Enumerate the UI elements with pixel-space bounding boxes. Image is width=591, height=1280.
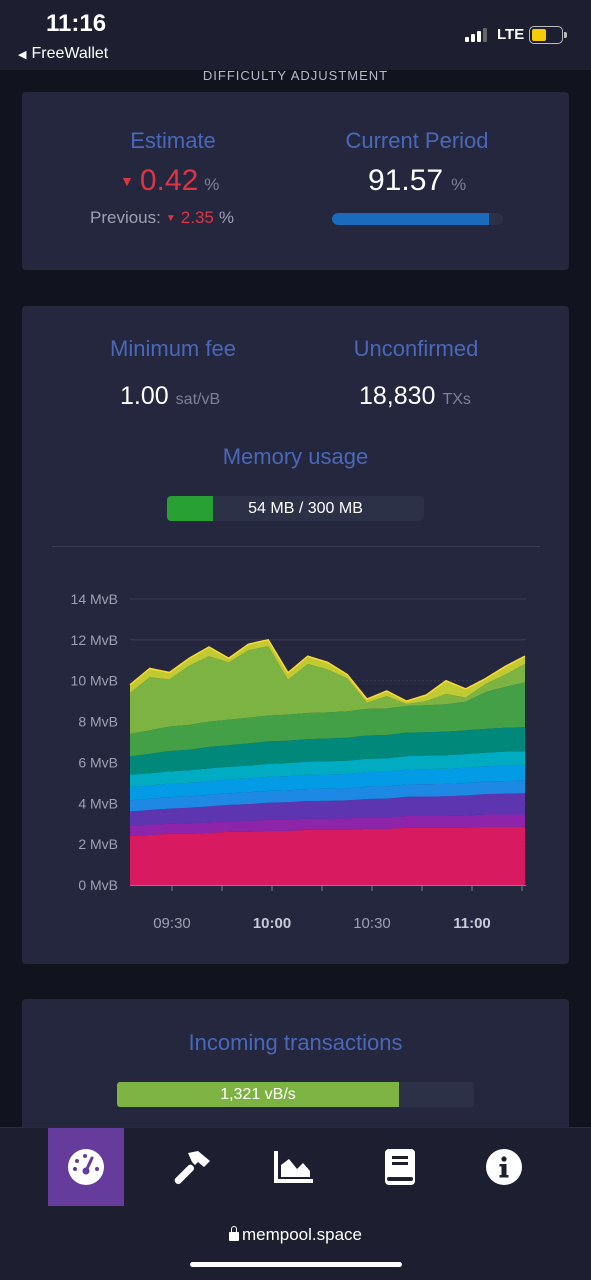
graphs-area-chart-icon xyxy=(274,1151,313,1183)
previous-adjustment: Previous: ▼ 2.35 % xyxy=(90,208,234,228)
y-tick-label: 14 MvB xyxy=(71,591,118,607)
caret-down-icon: ▼ xyxy=(165,213,176,224)
previous-value: 2.35 xyxy=(180,208,214,227)
network-type: LTE xyxy=(497,26,525,43)
nav-mining[interactable] xyxy=(152,1128,228,1206)
y-tick-label: 6 MvB xyxy=(78,754,118,770)
difficulty-adjustment-card: Estimate ▼ 0.42 % Previous: ▼ 2.35 % Cur… xyxy=(22,92,569,270)
estimate-label: Estimate xyxy=(130,128,216,153)
unconfirmed-number: 18,830 xyxy=(359,382,436,410)
unconfirmed-value: 18,830 TXs xyxy=(359,382,471,411)
series-area-2 xyxy=(130,793,525,826)
series-area-0 xyxy=(130,826,525,885)
incoming-transactions-bar: 1,321 vB/s xyxy=(117,1082,474,1107)
nav-about[interactable] xyxy=(466,1128,542,1206)
estimate-number: 0.42 xyxy=(139,164,199,197)
y-tick-label: 4 MvB xyxy=(78,795,118,811)
current-period-progress-fill xyxy=(332,213,489,225)
series-area-4 xyxy=(130,765,525,801)
minimum-fee-unit: sat/vB xyxy=(175,391,221,408)
memory-usage-text: 54 MB / 300 MB xyxy=(248,500,363,517)
current-period-label: Current Period xyxy=(345,128,489,153)
back-triangle-icon: ◀ xyxy=(18,48,27,61)
previous-unit: % xyxy=(218,208,234,227)
y-tick-label: 12 MvB xyxy=(71,632,118,648)
status-time: 11:16 xyxy=(46,10,107,37)
current-period-progress-bar xyxy=(332,213,503,225)
current-period-number: 91.57 xyxy=(368,164,444,197)
about-info-icon xyxy=(486,1149,522,1185)
battery-icon xyxy=(529,26,567,44)
lock-icon xyxy=(228,1226,239,1241)
incoming-transactions-label: Incoming transactions xyxy=(188,1030,403,1055)
series-area-6 xyxy=(130,727,525,775)
x-tick-label: 09:30 xyxy=(153,915,191,932)
cellular-signal-icon xyxy=(465,28,487,42)
difficulty-heading: DIFFICULTY ADJUSTMENT xyxy=(202,68,389,83)
series-area-8 xyxy=(130,646,525,734)
address-text[interactable]: mempool.space xyxy=(0,1225,591,1245)
mining-hammer-icon xyxy=(174,1151,210,1185)
minimum-fee-label: Minimum fee xyxy=(110,336,236,361)
unconfirmed-unit: TXs xyxy=(442,391,471,408)
x-tick-label: 10:00 xyxy=(253,915,291,932)
nav-docs[interactable] xyxy=(362,1128,438,1206)
series-area-7 xyxy=(130,682,525,757)
dashboard-gauge-icon xyxy=(68,1149,104,1185)
ios-status-bar: 11:16 ◀ FreeWallet LTE xyxy=(0,0,591,70)
total-line xyxy=(129,639,526,702)
caret-down-icon: ▼ xyxy=(120,173,134,189)
incoming-transactions-value: 1,321 vB/s xyxy=(220,1086,296,1103)
nav-graphs[interactable] xyxy=(256,1128,332,1206)
memory-usage-bar: 54 MB / 300 MB xyxy=(167,496,424,521)
incoming-transactions-card: Incoming transactions 1,321 vB/s xyxy=(22,999,569,1139)
current-period-value: 91.57 % xyxy=(368,164,466,198)
browser-address-bar[interactable]: mempool.space xyxy=(0,1207,591,1280)
minimum-fee-value: 1.00 sat/vB xyxy=(120,382,220,411)
series-area-3 xyxy=(130,780,525,812)
current-period-unit: % xyxy=(451,175,467,194)
nav-dashboard[interactable] xyxy=(48,1128,124,1206)
y-tick-label: 8 MvB xyxy=(78,714,118,730)
mempool-size-chart[interactable]: 0 MvB 2 MvB 4 MvB 6 MvB 8 MvB 10 MvB 12 MvB 14 … xyxy=(22,576,569,956)
series-area-5 xyxy=(130,751,525,787)
previous-label: Previous: xyxy=(90,208,161,227)
mempool-card: Minimum fee 1.00 sat/vB Unconfirmed 18,8… xyxy=(22,306,569,964)
memory-usage-label: Memory usage xyxy=(222,444,369,469)
back-to-app-button[interactable]: ◀ FreeWallet xyxy=(18,45,108,63)
unconfirmed-label: Unconfirmed xyxy=(353,336,479,361)
docs-book-icon xyxy=(385,1149,415,1185)
minimum-fee-number: 1.00 xyxy=(120,382,169,410)
url-label: mempool.space xyxy=(241,1225,362,1244)
divider xyxy=(52,546,540,547)
x-tick-label: 10:30 xyxy=(353,915,391,932)
bottom-navigation xyxy=(0,1127,591,1207)
y-tick-label: 2 MvB xyxy=(78,836,118,852)
estimate-value: ▼ 0.42 % xyxy=(120,164,219,198)
incoming-transactions-fill xyxy=(117,1082,400,1107)
x-tick-label: 11:00 xyxy=(453,915,491,932)
y-tick-label: 0 MvB xyxy=(78,877,118,893)
memory-usage-fill xyxy=(167,496,214,521)
home-indicator[interactable] xyxy=(190,1262,402,1267)
series-area-1 xyxy=(130,814,525,836)
y-tick-label: 10 MvB xyxy=(71,673,118,689)
back-app-label: FreeWallet xyxy=(31,45,109,62)
estimate-unit: % xyxy=(204,175,220,194)
